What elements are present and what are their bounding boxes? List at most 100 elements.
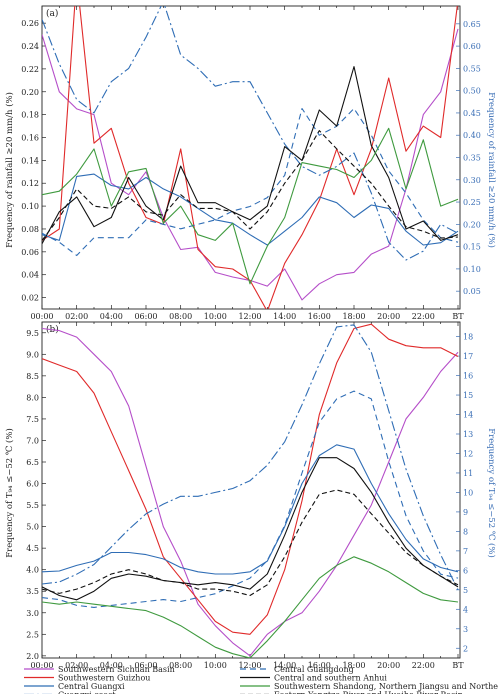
y-tick-label: 0.02 <box>21 294 39 303</box>
x-tick-label: BT <box>452 312 464 321</box>
y-tick-label: 6.5 <box>26 458 39 467</box>
y2-tick-label: 14 <box>463 411 473 420</box>
x-tick-label: 16:00 <box>308 661 331 670</box>
y-tick-label: 3.5 <box>26 587 39 596</box>
series-line-central-guangxi <box>42 173 459 246</box>
x-tick-label: 08:00 <box>169 312 192 321</box>
y2-tick-label: 18 <box>463 333 473 342</box>
x-tick-label: 20:00 <box>377 661 400 670</box>
plot-frame <box>41 321 461 659</box>
y-tick-label: 0.06 <box>21 248 39 257</box>
y-tick-label: 0.10 <box>21 202 39 211</box>
y-tick-label: 0.22 <box>21 65 39 74</box>
legend-item: Southwestern Shandong, Northern Jiangsu … <box>240 682 498 691</box>
y2-tick-label: 0.45 <box>463 109 481 118</box>
legend-label: Southwestern Guizhou <box>58 674 150 683</box>
y-tick-label: 2.5 <box>26 630 39 639</box>
y2-tick-label: 17 <box>463 352 473 361</box>
y-tick-label: 8.5 <box>26 372 39 381</box>
panel-b-ylabel: Frequency of T₉₄ ≤−52 ℃ (%) <box>4 428 15 558</box>
y2-tick-label: 3 <box>463 625 468 634</box>
y2-tick-label: 0.10 <box>463 265 481 274</box>
legend-label: Southwestern Sichuan Basin <box>58 665 175 674</box>
panel-b-y2label: Frequency of T₉₄ ≤−52 ℃ (%) <box>486 428 497 558</box>
y-tick-label: 9.0 <box>26 350 39 359</box>
legend-item: Southwestern Guizhou <box>24 674 150 683</box>
y2-tick-label: 10 <box>463 488 473 497</box>
y-tick-label: 0.26 <box>21 19 39 28</box>
y2-tick-label: 9 <box>463 508 468 517</box>
y2-tick-label: 4 <box>463 605 468 614</box>
series-line-central-guangxi <box>42 444 459 575</box>
x-tick-label: 22:00 <box>412 661 435 670</box>
y-tick-label: 0.18 <box>21 111 39 120</box>
series-line-central-guangdong <box>42 107 459 257</box>
y-tick-label: 6.0 <box>26 480 39 489</box>
y2-tick-label: 12 <box>463 449 473 458</box>
series-line-southwestern-sichuan-basin <box>42 28 459 301</box>
legend-label: Guangxi coast <box>58 691 116 694</box>
y2-tick-label: 0.30 <box>463 176 481 185</box>
series-line-central-and-southern-anhui <box>42 66 459 245</box>
y-tick-label: 0.20 <box>21 88 39 97</box>
x-tick-label: 18:00 <box>342 312 365 321</box>
x-tick-label: 04:00 <box>100 312 123 321</box>
x-tick-label: 06:00 <box>134 312 157 321</box>
legend-item: Southwestern Sichuan Basin <box>24 665 175 674</box>
y-tick-label: 0.24 <box>21 42 39 51</box>
x-tick-label: 02:00 <box>65 661 88 670</box>
series-line-guangxi-coast <box>42 324 459 591</box>
y2-tick-label: 0.55 <box>463 64 481 73</box>
panel-a-label: (a) <box>46 8 58 19</box>
y-tick-label: 5.5 <box>26 501 39 510</box>
y2-tick-label: 0.15 <box>463 243 481 252</box>
legend-label: Eastern Yangtze River and Huaihe River B… <box>274 691 463 694</box>
x-tick-label: 10:00 <box>204 661 227 670</box>
y2-tick-label: 0.60 <box>463 42 481 51</box>
panel-a-y2label: Frequency of rainfall ≥20 mm/h (%) <box>486 92 497 248</box>
x-tick-label: 06:00 <box>134 661 157 670</box>
y2-tick-label: 0.05 <box>463 287 481 296</box>
x-tick-label: 14:00 <box>273 312 296 321</box>
y2-tick-label: 0.20 <box>463 220 481 229</box>
y2-tick-label: 8 <box>463 527 468 536</box>
panel-b: (b) Frequency of T₉₄ ≤−52 ℃ (%) Frequenc… <box>4 321 497 670</box>
y-tick-label: 0.08 <box>21 225 39 234</box>
x-tick-label: 00:00 <box>30 661 53 670</box>
y-tick-label: 5.0 <box>26 523 39 532</box>
legend-item: Central Guangxi <box>24 682 125 691</box>
x-tick-label: 18:00 <box>342 661 365 670</box>
x-tick-label: 00:00 <box>30 312 53 321</box>
x-tick-label: 12:00 <box>238 312 261 321</box>
x-tick-label: 08:00 <box>169 661 192 670</box>
legend-item: Eastern Yangtze River and Huaihe River B… <box>240 691 463 694</box>
series-line-southwestern-guizhou <box>42 323 459 635</box>
legend-label: Central and southern Anhui <box>274 674 387 683</box>
series-line-eastern-yangtze-river-and-huaihe-river-basin <box>42 489 459 597</box>
series-line-southwestern-sichuan-basin <box>42 327 459 657</box>
y-tick-label: 0.04 <box>21 271 39 280</box>
y-tick-label: 4.5 <box>26 544 39 553</box>
legend-label: Southwestern Shandong, Northern Jiangsu … <box>274 682 498 691</box>
y-tick-label: 0.14 <box>21 156 39 165</box>
legend-item: Central and southern Anhui <box>240 674 387 683</box>
series-line-southwestern-guizhou <box>42 6 458 309</box>
y2-tick-label: 13 <box>463 430 473 439</box>
series-line-southwestern-shandong-northern-jiangsu-and-northern-anhui <box>42 127 459 285</box>
x-tick-label: 02:00 <box>65 312 88 321</box>
y2-tick-label: 2 <box>463 644 468 653</box>
y-tick-label: 8.0 <box>26 393 39 402</box>
series-line-eastern-yangtze-river-and-huaihe-river-basin <box>42 130 459 241</box>
panel-a: (a) Frequency of rainfall ≥20 mm/h (%) F… <box>4 5 497 321</box>
legend-item: Guangxi coast <box>24 691 116 694</box>
y-tick-label: 7.5 <box>26 415 39 424</box>
y2-tick-label: 7 <box>463 547 468 556</box>
y2-tick-label: 5 <box>463 586 468 595</box>
x-tick-label: 14:00 <box>273 661 296 670</box>
series-line-southwestern-shandong-northern-jiangsu-and-northern-anhui <box>42 556 459 658</box>
y-tick-label: 4.0 <box>26 566 39 575</box>
legend: Southwestern Sichuan Basin Central Guangd… <box>24 665 498 694</box>
y2-tick-label: 0.35 <box>463 154 481 163</box>
y2-tick-label: 11 <box>463 469 473 478</box>
